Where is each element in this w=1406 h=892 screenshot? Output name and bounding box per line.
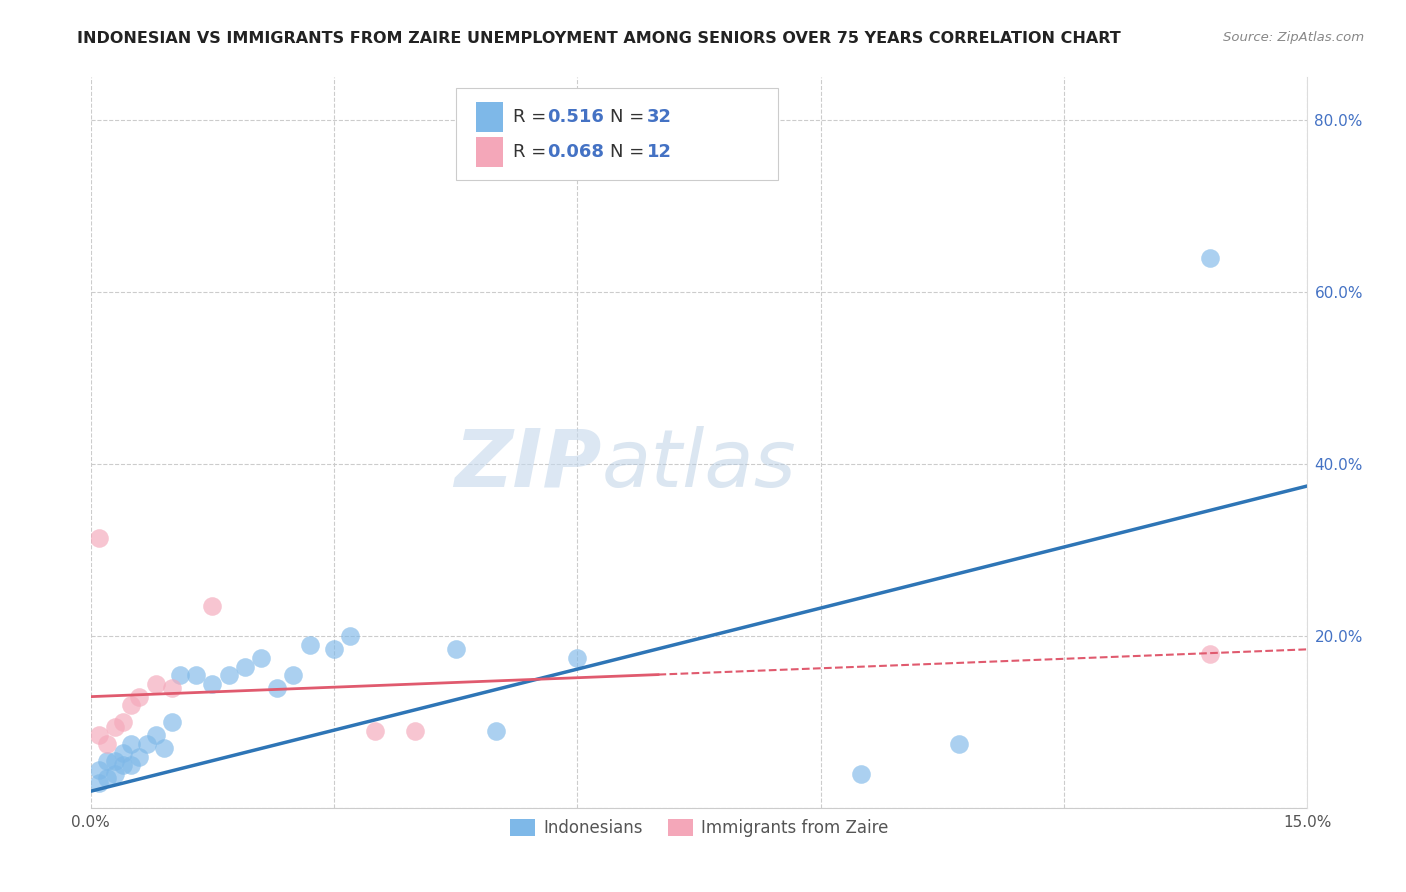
Text: Source: ZipAtlas.com: Source: ZipAtlas.com <box>1223 31 1364 45</box>
Point <box>104 720 127 734</box>
Point <box>160 681 183 695</box>
Point <box>145 677 167 691</box>
Point <box>184 668 207 682</box>
Point <box>145 728 167 742</box>
Point <box>104 767 127 781</box>
Point <box>128 690 150 704</box>
Point <box>948 737 970 751</box>
Point <box>250 651 273 665</box>
Point <box>87 531 110 545</box>
Text: N =: N = <box>610 143 650 161</box>
Point <box>112 758 135 772</box>
Point <box>404 724 426 739</box>
Point <box>112 715 135 730</box>
FancyBboxPatch shape <box>456 88 778 180</box>
Point <box>87 728 110 742</box>
Point <box>104 754 127 768</box>
Point <box>444 642 467 657</box>
Text: R =: R = <box>513 143 551 161</box>
Point <box>851 767 873 781</box>
Point <box>201 599 224 614</box>
Point <box>339 630 361 644</box>
Point <box>160 715 183 730</box>
Point <box>136 737 159 751</box>
Point <box>201 677 224 691</box>
Point <box>87 763 110 777</box>
Point <box>112 746 135 760</box>
Point <box>218 668 240 682</box>
Point <box>283 668 305 682</box>
Point <box>87 775 110 789</box>
Point <box>298 638 321 652</box>
Point <box>567 651 589 665</box>
Point <box>485 724 508 739</box>
Point <box>96 737 118 751</box>
Text: R =: R = <box>513 108 551 126</box>
Point <box>169 668 191 682</box>
Point <box>96 772 118 786</box>
Legend: Indonesians, Immigrants from Zaire: Indonesians, Immigrants from Zaire <box>503 813 896 844</box>
Text: atlas: atlas <box>602 425 796 504</box>
Point <box>120 698 142 713</box>
Text: 12: 12 <box>647 143 672 161</box>
Point <box>152 741 174 756</box>
Point <box>363 724 385 739</box>
Text: ZIP: ZIP <box>454 425 602 504</box>
Point <box>1199 251 1222 265</box>
Point <box>1199 647 1222 661</box>
Point <box>233 659 256 673</box>
Point <box>323 642 346 657</box>
Text: 32: 32 <box>647 108 672 126</box>
Point <box>266 681 288 695</box>
Point <box>120 758 142 772</box>
Point <box>96 754 118 768</box>
Text: INDONESIAN VS IMMIGRANTS FROM ZAIRE UNEMPLOYMENT AMONG SENIORS OVER 75 YEARS COR: INDONESIAN VS IMMIGRANTS FROM ZAIRE UNEM… <box>77 31 1121 46</box>
Point <box>120 737 142 751</box>
Bar <box>477 102 503 132</box>
Bar <box>477 136 503 168</box>
Text: 0.516: 0.516 <box>547 108 603 126</box>
Text: N =: N = <box>610 108 650 126</box>
Point <box>128 749 150 764</box>
Text: 0.068: 0.068 <box>547 143 605 161</box>
